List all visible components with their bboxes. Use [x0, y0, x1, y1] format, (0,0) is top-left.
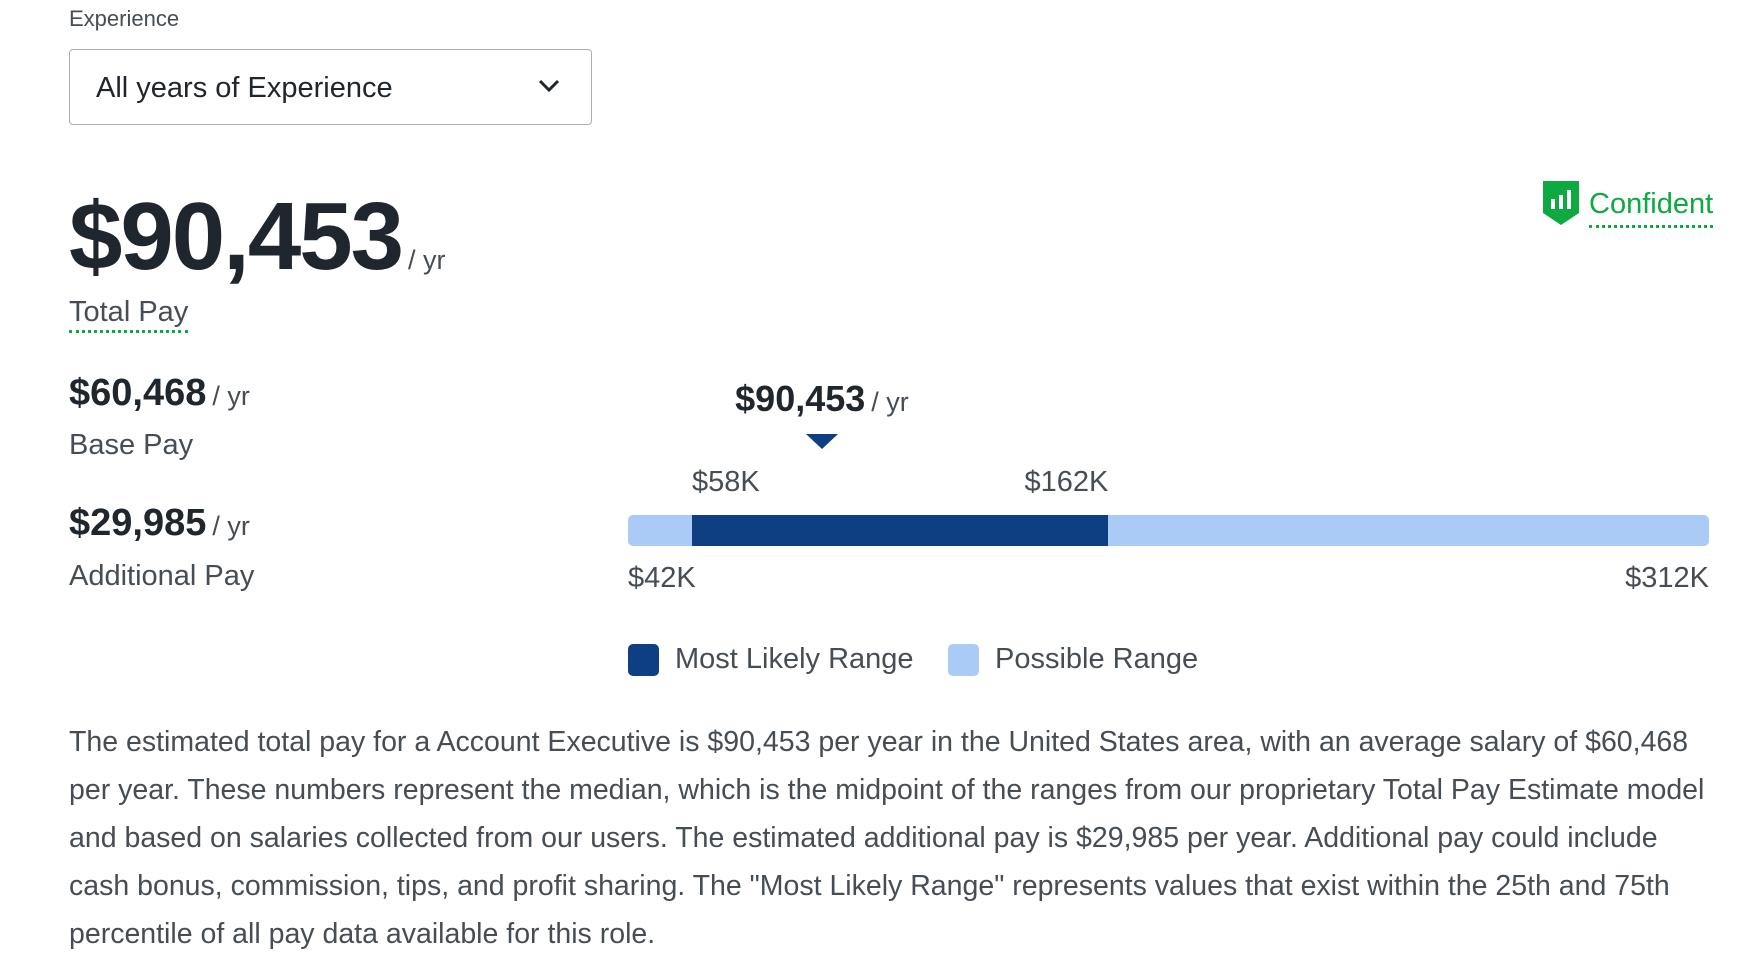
- legend-possible-label: Possible Range: [995, 643, 1199, 675]
- additional-pay: $29,985/ yr: [69, 502, 250, 545]
- legend-most-likely: Most Likely Range: [628, 643, 914, 676]
- total-pay: $90,453/ yr: [69, 182, 446, 292]
- additional-pay-unit: / yr: [212, 511, 250, 541]
- legend-possible: Possible Range: [948, 643, 1198, 676]
- experience-dropdown[interactable]: All years of Experience: [69, 49, 592, 125]
- likely-low-label: $58K: [692, 466, 760, 498]
- median-label: $90,453/ yr: [735, 378, 909, 420]
- range-min-label: $42K: [628, 562, 696, 594]
- legend-swatch-possible: [948, 643, 979, 676]
- possible-range-bar: [628, 515, 1709, 546]
- shield-bar-chart-icon: [1543, 181, 1579, 225]
- confidence-label: Confident: [1589, 188, 1714, 228]
- additional-pay-label: Additional Pay: [69, 560, 255, 592]
- experience-label: Experience: [69, 6, 180, 31]
- base-pay-unit: / yr: [212, 381, 250, 411]
- range-max-label: $312K: [1625, 562, 1709, 594]
- legend-likely-label: Most Likely Range: [675, 643, 914, 675]
- legend-swatch-likely: [628, 643, 659, 676]
- median-amount: $90,453: [735, 378, 866, 419]
- confidence-badge[interactable]: Confident: [1541, 178, 1714, 228]
- pay-description: The estimated total pay for a Account Ex…: [69, 726, 1705, 950]
- median-marker: [805, 434, 838, 449]
- likely-range-bar: [692, 515, 1109, 546]
- likely-high-label: $162K: [1024, 466, 1109, 498]
- total-pay-amount: $90,453: [69, 183, 404, 290]
- experience-selected-value: All years of Experience: [96, 72, 393, 104]
- base-pay: $60,468/ yr: [69, 372, 250, 415]
- total-pay-label[interactable]: Total Pay: [69, 296, 189, 333]
- total-pay-unit: / yr: [408, 245, 446, 275]
- chevron-down-icon: [538, 79, 560, 93]
- median-unit: / yr: [871, 387, 909, 417]
- base-pay-amount: $60,468: [69, 372, 207, 414]
- base-pay-label: Base Pay: [69, 429, 194, 461]
- additional-pay-amount: $29,985: [69, 502, 207, 544]
